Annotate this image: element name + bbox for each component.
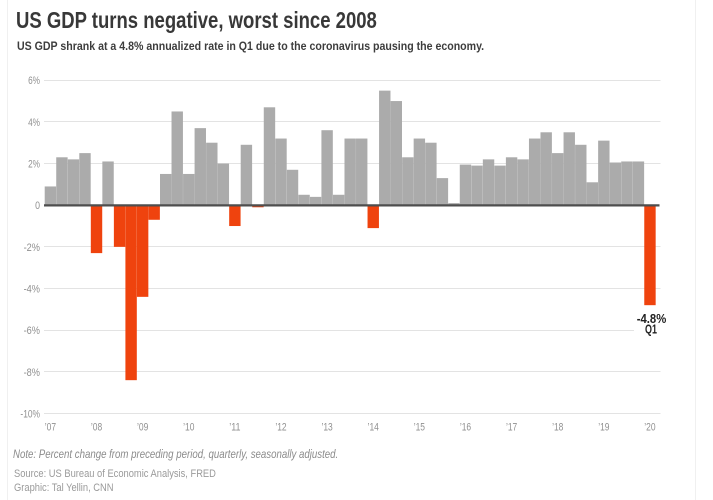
- svg-text:-10%: -10%: [20, 409, 40, 421]
- svg-text:-2%: -2%: [24, 242, 41, 254]
- svg-text:’19: ’19: [598, 421, 609, 433]
- svg-text:’11: ’11: [229, 421, 240, 433]
- svg-text:’09: ’09: [137, 421, 148, 433]
- svg-text:0: 0: [35, 200, 40, 212]
- svg-text:-4.8%: -4.8%: [637, 311, 667, 326]
- svg-text:’10: ’10: [183, 421, 194, 433]
- svg-text:’12: ’12: [275, 421, 286, 433]
- svg-text:’18: ’18: [552, 421, 563, 433]
- svg-text:-4%: -4%: [24, 284, 41, 296]
- svg-text:’07: ’07: [45, 421, 56, 433]
- svg-text:6%: 6%: [28, 75, 40, 87]
- svg-text:’15: ’15: [414, 421, 425, 433]
- svg-text:-8%: -8%: [24, 367, 41, 379]
- svg-text:Q1: Q1: [645, 322, 657, 337]
- svg-text:’16: ’16: [460, 421, 471, 433]
- svg-text:-6%: -6%: [24, 325, 41, 337]
- svg-text:2%: 2%: [28, 159, 40, 171]
- svg-text:’14: ’14: [368, 421, 379, 433]
- svg-text:’20: ’20: [644, 421, 655, 433]
- svg-text:’08: ’08: [91, 421, 102, 433]
- svg-text:4%: 4%: [28, 117, 40, 129]
- svg-text:’17: ’17: [506, 421, 517, 433]
- svg-text:’13: ’13: [321, 421, 332, 433]
